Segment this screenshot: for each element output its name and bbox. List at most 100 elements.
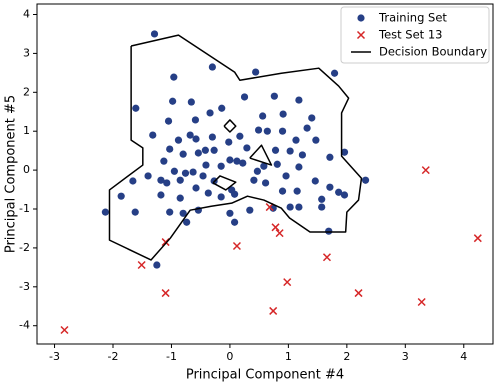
training-point (170, 73, 178, 81)
test-point (421, 166, 430, 175)
training-point (144, 172, 152, 180)
test-point (60, 325, 69, 335)
training-point (179, 150, 187, 158)
training-point (326, 183, 334, 191)
training-point (157, 176, 165, 184)
x-tick-label: 3 (402, 350, 409, 363)
legend: Training Set Test Set 13 Decision Boundary (340, 6, 490, 64)
y-tick-label: 4 (23, 8, 30, 21)
training-point (228, 186, 236, 194)
training-point (282, 172, 290, 180)
training-point (176, 194, 184, 202)
training-point (101, 208, 109, 216)
training-point (252, 68, 260, 76)
training-point (303, 124, 311, 132)
training-point (208, 133, 216, 141)
training-point (326, 153, 334, 161)
x-tick-label: -1 (166, 350, 177, 363)
training-point (286, 203, 294, 211)
training-point (204, 189, 212, 197)
plot-frame (36, 3, 494, 345)
training-point (187, 98, 195, 106)
training-point (259, 112, 267, 120)
test-point (275, 229, 284, 238)
training-point (311, 177, 319, 185)
legend-label: Decision Boundary (379, 45, 487, 59)
training-point (129, 177, 137, 185)
x-tick-label: 4 (460, 350, 467, 363)
test-point (269, 306, 278, 315)
training-point (239, 159, 247, 167)
test-point (322, 253, 331, 262)
test-point (271, 223, 280, 232)
training-point (270, 92, 278, 100)
training-point (157, 191, 165, 199)
y-tick-label: -2 (19, 241, 30, 254)
training-point (318, 203, 326, 211)
training-point (192, 135, 200, 143)
test-point (232, 241, 241, 250)
training-point (199, 172, 207, 180)
training-point (179, 209, 187, 217)
training-point (261, 179, 270, 187)
training-point (236, 132, 244, 140)
training-point (183, 218, 191, 226)
training-point (330, 69, 339, 77)
training-point (271, 146, 280, 154)
training-point (149, 131, 157, 139)
training-point (153, 261, 161, 269)
training-point (246, 206, 254, 214)
training-point (293, 187, 301, 195)
training-point (340, 191, 349, 199)
y-tick-label: -4 (19, 319, 30, 332)
training-point (217, 162, 225, 170)
training-point (191, 116, 200, 124)
test-point (161, 289, 170, 298)
y-tick-label: 1 (23, 124, 30, 137)
training-point (254, 126, 263, 134)
legend-box (340, 6, 490, 64)
y-tick-label: 2 (23, 85, 30, 98)
training-point (201, 146, 209, 154)
training-point (176, 176, 184, 184)
training-point (240, 93, 249, 101)
training-point (295, 96, 303, 104)
training-point (150, 30, 159, 38)
training-point (166, 208, 174, 216)
training-point (318, 195, 326, 203)
training-point (189, 168, 197, 176)
training-point (218, 104, 226, 112)
training-point (194, 149, 202, 157)
training-point (253, 167, 261, 175)
training-point (210, 146, 218, 154)
training-point (273, 160, 281, 168)
test-point (354, 289, 363, 298)
training-point (217, 193, 225, 201)
training-point (312, 136, 320, 144)
training-point (192, 184, 200, 192)
training-point (278, 127, 287, 135)
y-axis-label: Principal Component #5 (4, 95, 19, 253)
training-point (260, 162, 268, 170)
training-point (308, 114, 316, 122)
y-tick-label: -3 (19, 280, 30, 293)
training-point (164, 117, 173, 125)
training-point (226, 156, 234, 164)
x-tick-label: 0 (226, 350, 233, 363)
training-point (163, 179, 171, 187)
training-point (226, 209, 234, 217)
y-tick-label: -1 (19, 202, 30, 215)
training-point (279, 110, 287, 118)
training-point (174, 136, 183, 144)
test-point (473, 234, 482, 243)
x-tick-label: 2 (343, 350, 350, 363)
training-point (340, 148, 349, 156)
training-point (250, 176, 258, 184)
decision-boundary (108, 34, 363, 261)
y-tick-label: 0 (23, 163, 30, 176)
test-point (137, 260, 146, 270)
legend-label: Test Set 13 (378, 28, 442, 42)
training-point (169, 97, 177, 105)
x-axis-label: Principal Component #4 (186, 368, 344, 383)
